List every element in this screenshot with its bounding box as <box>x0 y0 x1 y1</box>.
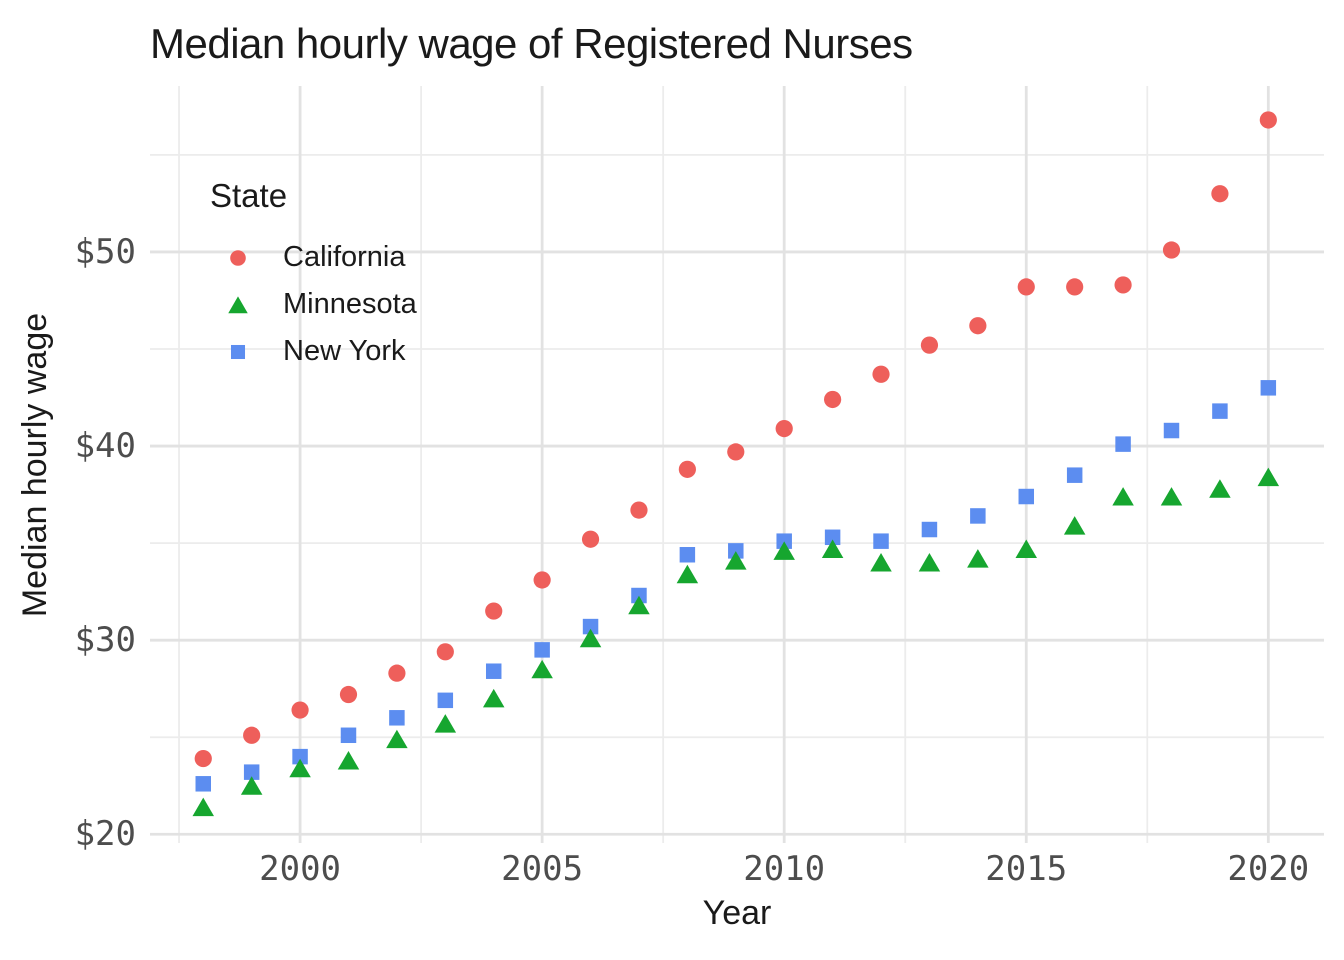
data-point <box>1063 516 1086 535</box>
data-point <box>192 797 215 817</box>
y-tick-label: $50 <box>74 231 136 272</box>
x-tick-label: 2005 <box>501 849 584 889</box>
data-point <box>195 776 211 792</box>
legend-items: California Minnesota New York <box>210 234 417 375</box>
data-point <box>194 749 212 768</box>
data-point <box>773 541 795 560</box>
data-point <box>776 533 792 549</box>
legend-item: New York <box>210 328 417 375</box>
data-point <box>434 714 457 733</box>
x-tick-label: 2010 <box>743 849 826 889</box>
data-point <box>1017 278 1035 296</box>
data-point <box>821 539 844 558</box>
legend-item-label: California <box>283 241 406 273</box>
triangle-marker-icon <box>228 295 248 313</box>
data-point <box>631 587 647 604</box>
data-point <box>291 701 309 719</box>
legend-item-label: New York <box>283 335 406 367</box>
data-point <box>485 602 503 620</box>
data-point <box>485 663 502 679</box>
data-point <box>389 710 405 726</box>
data-point <box>679 547 696 563</box>
x-axis-title: Year <box>702 894 772 932</box>
data-point <box>967 549 989 568</box>
data-point <box>921 521 938 538</box>
data-point <box>870 553 892 572</box>
x-tick-label: 2000 <box>259 849 342 889</box>
data-point <box>1015 539 1038 558</box>
data-point <box>534 642 550 658</box>
data-point <box>531 659 553 679</box>
scatter-plot <box>150 86 1324 843</box>
data-point <box>1066 467 1083 483</box>
data-point <box>243 726 261 744</box>
data-point <box>388 664 406 682</box>
data-point <box>970 508 986 524</box>
data-point <box>582 618 599 635</box>
data-point <box>676 564 699 584</box>
legend-item: Minnesota <box>210 281 417 328</box>
legend-item: California <box>210 234 417 281</box>
data-point <box>678 460 696 478</box>
data-point <box>628 595 650 615</box>
data-point <box>1260 380 1277 396</box>
data-point <box>630 501 648 519</box>
data-point <box>873 533 889 549</box>
data-point <box>339 685 358 704</box>
data-point <box>437 692 454 709</box>
x-tick-label: 2020 <box>1227 849 1310 889</box>
data-point <box>1209 479 1231 498</box>
data-point <box>872 365 890 383</box>
data-point <box>1114 276 1132 294</box>
data-point <box>581 530 600 548</box>
data-point <box>969 317 987 335</box>
circle-marker-icon <box>230 249 246 266</box>
data-point <box>1163 422 1180 439</box>
data-point <box>386 729 408 749</box>
data-point <box>1259 111 1277 129</box>
data-point <box>824 529 841 546</box>
data-point <box>920 336 939 354</box>
data-point <box>727 443 745 461</box>
square-marker-icon <box>230 344 246 359</box>
data-point <box>728 543 744 559</box>
data-point <box>1018 488 1035 505</box>
data-point <box>340 727 357 744</box>
data-point <box>1211 185 1229 203</box>
data-point <box>775 419 793 438</box>
data-point <box>579 628 602 648</box>
y-tick-label: $20 <box>74 814 136 855</box>
plot-panel <box>150 86 1324 843</box>
legend: State California Minnesota New York <box>210 176 417 375</box>
y-tick-label: $30 <box>74 620 136 661</box>
data-point <box>1162 241 1181 259</box>
data-point <box>436 643 454 661</box>
y-tick-label: $40 <box>74 426 136 467</box>
data-point <box>1066 278 1084 296</box>
data-point <box>918 553 941 572</box>
legend-title: State <box>210 177 288 214</box>
data-point <box>292 748 308 765</box>
data-point <box>1257 467 1280 487</box>
data-point <box>289 758 311 778</box>
data-point <box>533 571 551 589</box>
x-tick-label: 2015 <box>985 849 1068 889</box>
data-point <box>337 751 360 770</box>
legend-item-label: Minnesota <box>283 288 417 320</box>
data-point <box>1160 487 1183 506</box>
data-point <box>824 390 842 409</box>
data-point <box>482 688 505 708</box>
data-point <box>1115 436 1131 452</box>
chart-title: Median hourly wage of Registered Nurses <box>150 20 913 67</box>
data-point <box>1112 487 1134 506</box>
data-point <box>725 551 747 570</box>
data-point <box>243 764 260 780</box>
data-point <box>1212 403 1228 419</box>
data-point <box>240 776 263 795</box>
